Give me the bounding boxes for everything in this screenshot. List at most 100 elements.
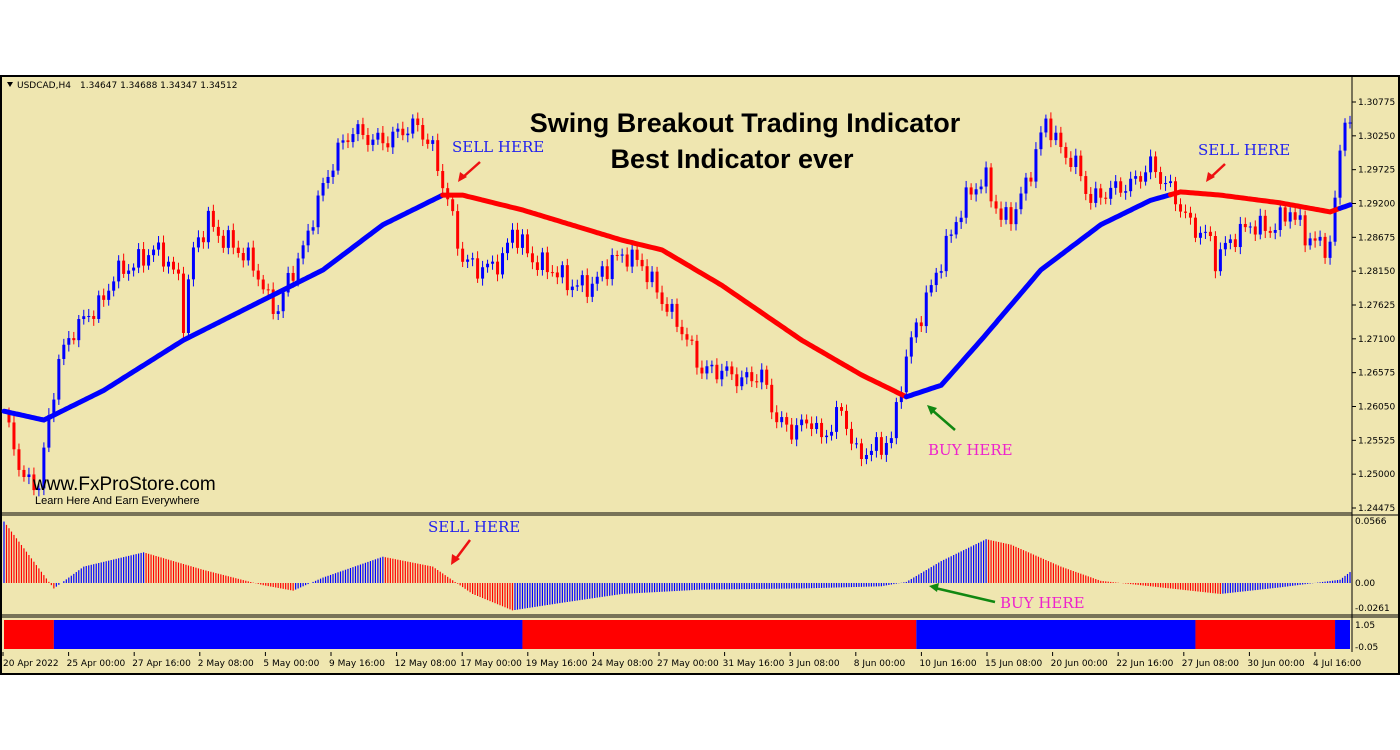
candle-body	[1278, 207, 1282, 231]
candle-body	[181, 273, 185, 334]
candle-body	[1328, 241, 1332, 258]
candle-body	[1248, 226, 1252, 228]
candle-body	[785, 417, 789, 425]
candle-body	[974, 189, 978, 195]
candle-body	[261, 279, 265, 290]
time-tick-label: 10 Jun 16:00	[919, 659, 976, 669]
chart-subtitle: Best Indicator ever	[610, 144, 854, 174]
candle-body	[1288, 212, 1292, 222]
time-tick-label: 3 Jun 08:00	[788, 659, 840, 669]
buy-arrowhead-icon	[927, 405, 937, 415]
candle-body	[1084, 176, 1088, 194]
candle-body	[655, 271, 659, 293]
watermark-site: www.FxProStore.com	[32, 474, 216, 495]
candle-body	[1338, 150, 1342, 198]
candle-body	[226, 230, 230, 248]
candle-body	[989, 167, 993, 202]
time-tick-label: 15 Jun 08:00	[985, 659, 1042, 669]
candle-body	[376, 132, 380, 140]
candle-body	[1114, 181, 1118, 188]
candle-body	[316, 195, 320, 228]
candle-body	[127, 270, 131, 274]
candle-body	[381, 132, 385, 144]
candle-body	[735, 374, 739, 387]
time-tick-label: 9 May 16:00	[329, 659, 385, 669]
candle-body	[157, 242, 161, 250]
candle-body	[929, 285, 933, 293]
osc-tick-label: 0.0566	[1355, 517, 1387, 527]
candle-body	[954, 222, 958, 235]
time-tick-label: 27 May 00:00	[657, 659, 719, 669]
candle-body	[1313, 238, 1317, 241]
candle-body	[291, 272, 295, 281]
candle-body	[406, 133, 410, 136]
candle-body	[167, 261, 171, 267]
candle-body	[441, 171, 445, 189]
candle-body	[1333, 197, 1337, 242]
buy-arrow-icon	[931, 409, 956, 431]
candle-body	[635, 249, 639, 260]
candle-body	[311, 227, 315, 231]
time-axis[interactable]: 20 Apr 2022 25 Apr 00:00 27 Apr 16:00 2 May…	[2, 652, 1362, 669]
candle-body	[1044, 118, 1048, 133]
candle-body	[565, 265, 569, 291]
candle-body	[1144, 172, 1148, 182]
candle-body	[501, 253, 505, 275]
candle-body	[919, 322, 923, 327]
candle-body	[211, 210, 215, 227]
candle-body	[825, 435, 829, 438]
signal-segment	[916, 620, 1196, 649]
candle-body	[351, 134, 355, 143]
sell-arrow-icon	[454, 539, 471, 561]
candle-body	[720, 370, 724, 380]
candle-body	[909, 337, 913, 357]
candle-body	[221, 235, 225, 248]
price-axis[interactable]: 1.30775 1.30250 1.29725 1.29200 1.28675 1.281…	[1352, 98, 1395, 653]
candle-body	[615, 254, 619, 256]
candle-body	[451, 199, 455, 212]
sell-here-label: SELL HERE	[452, 138, 544, 156]
candle-body	[152, 249, 156, 256]
candle-body	[1139, 176, 1143, 182]
candle-body	[1218, 249, 1222, 272]
candle-body	[610, 254, 614, 280]
candle-body	[112, 281, 116, 291]
time-tick-label: 22 Jun 16:00	[1116, 659, 1173, 669]
candle-body	[356, 124, 360, 135]
candle-body	[1323, 236, 1327, 258]
candle-body	[530, 253, 534, 263]
buy-here-label: BUY HERE	[1000, 594, 1085, 612]
candle-body	[745, 372, 749, 378]
candle-body	[710, 364, 714, 367]
candles-group	[7, 112, 1352, 497]
candle-body	[560, 265, 564, 278]
candle-body	[77, 319, 81, 341]
price-tick-label: 1.24475	[1358, 504, 1395, 514]
chart-title: Swing Breakout Trading Indicator	[530, 108, 961, 138]
candle-body	[1129, 178, 1133, 192]
candle-body	[326, 176, 330, 184]
candle-body	[964, 187, 968, 218]
time-tick-label: 2 May 08:00	[198, 659, 254, 669]
candle-body	[301, 245, 305, 259]
candle-body	[520, 234, 524, 248]
candle-body	[321, 183, 325, 196]
price-tick-label: 1.25525	[1358, 436, 1395, 446]
candle-body	[481, 267, 485, 279]
dropdown-triangle-icon[interactable]	[7, 82, 13, 87]
candle-body	[650, 271, 654, 283]
candle-body	[147, 255, 151, 266]
candle-body	[431, 140, 435, 144]
buy-here-label: BUY HERE	[928, 441, 1013, 459]
candle-body	[476, 258, 480, 279]
candle-body	[1064, 146, 1068, 158]
signal-bar	[4, 620, 1350, 649]
candle-body	[645, 266, 649, 283]
candle-body	[57, 358, 61, 400]
candle-body	[1228, 239, 1232, 243]
candle-body	[924, 292, 928, 327]
candle-body	[1258, 215, 1262, 235]
candle-body	[725, 366, 729, 371]
candle-body	[1009, 207, 1013, 225]
candle-body	[904, 356, 908, 393]
